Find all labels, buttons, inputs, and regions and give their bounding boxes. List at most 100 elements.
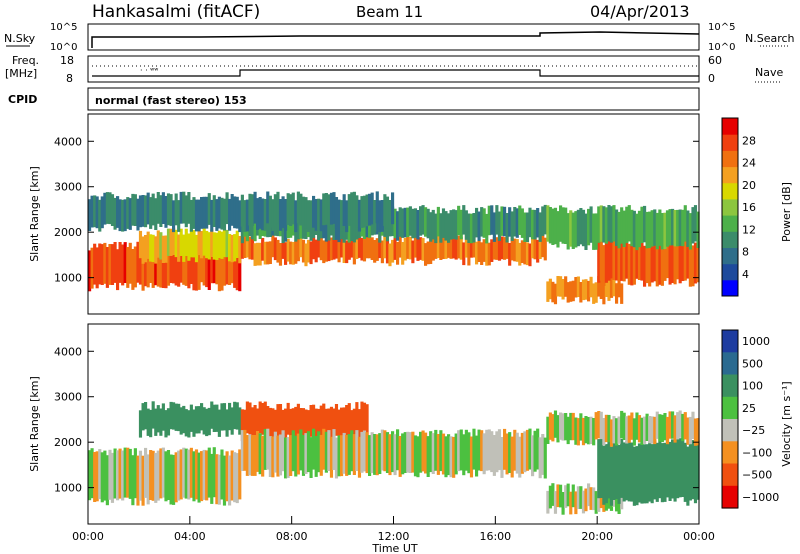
data-cell [187, 410, 191, 438]
data-cell [546, 416, 550, 444]
data-cell [378, 235, 382, 259]
data-cell [235, 196, 239, 229]
data-cell [100, 196, 104, 229]
data-cell [413, 208, 418, 238]
data-cell [144, 402, 148, 430]
data-cell [607, 239, 611, 281]
data-cell [503, 237, 507, 260]
x-tick-label: 16:00 [479, 530, 511, 543]
data-cell [174, 229, 178, 258]
data-cell [622, 442, 626, 502]
data-cell [268, 195, 272, 228]
data-cell [630, 209, 634, 247]
data-cell [553, 207, 558, 245]
data-cell [105, 247, 109, 288]
velocity-colorbar-swatch [722, 374, 738, 398]
data-cell [660, 213, 664, 250]
data-cell [365, 235, 369, 259]
data-cell [306, 239, 311, 263]
data-cell [632, 243, 636, 285]
data-cell [161, 403, 165, 431]
data-cell [434, 429, 438, 471]
data-cell [683, 442, 687, 502]
data-cell [597, 411, 601, 439]
data-cell [635, 412, 639, 440]
data-cell [645, 413, 649, 441]
data-cell [88, 199, 92, 231]
data-cell [482, 208, 486, 238]
data-cell [334, 235, 339, 259]
data-cell [345, 200, 349, 233]
data-cell [508, 432, 512, 473]
y-tick-label: 3000 [54, 181, 82, 194]
data-cell [149, 450, 153, 500]
data-cell [189, 199, 193, 232]
data-cell [691, 207, 695, 244]
data-cell [536, 208, 540, 238]
data-cell [258, 197, 262, 229]
data-cell [319, 405, 323, 438]
data-cell [510, 211, 514, 241]
data-cell [202, 407, 206, 435]
data-cell [393, 208, 397, 239]
data-cell [551, 483, 555, 506]
data-cell [332, 236, 336, 260]
data-cell [609, 277, 614, 298]
data-cell [548, 412, 552, 440]
data-cell [184, 228, 188, 256]
power-colorbar-tick: 20 [742, 179, 756, 192]
velocity-colorbar-label: Velocity [m s⁻¹] [780, 381, 793, 466]
data-cell [174, 193, 178, 226]
data-cell [564, 413, 568, 441]
data-cell [225, 243, 229, 285]
data-cell [263, 429, 267, 470]
data-cell [108, 244, 112, 285]
data-cell [215, 404, 219, 432]
power-colorbar-tick: 28 [742, 134, 756, 147]
data-cell [317, 431, 321, 473]
data-cell [286, 437, 290, 478]
data-cell [673, 243, 677, 285]
data-cell [609, 446, 614, 506]
data-cell [248, 236, 252, 260]
velocity-y-label: Slant Range [km] [28, 376, 41, 472]
data-cell [327, 430, 331, 471]
data-cell [457, 235, 461, 259]
data-cell [609, 419, 614, 447]
data-cell [691, 440, 695, 500]
data-cell [401, 208, 405, 238]
data-cell [487, 205, 491, 236]
data-cell [604, 414, 608, 443]
data-cell [149, 197, 153, 229]
data-cell [436, 434, 440, 475]
data-cell [261, 403, 265, 435]
data-cell [146, 408, 150, 436]
data-cell [579, 208, 583, 245]
data-cell [256, 408, 260, 441]
data-cell [184, 448, 188, 499]
data-cell [620, 207, 624, 244]
data-cell [164, 410, 168, 438]
velocity-colorbar-tick: 25 [742, 402, 756, 415]
data-cell [696, 440, 700, 500]
data-cell [671, 411, 675, 439]
data-cell [525, 242, 530, 266]
data-cell [172, 227, 176, 255]
data-cell [217, 250, 221, 292]
data-cell [314, 408, 318, 441]
data-cell [273, 237, 277, 261]
data-cell [253, 211, 257, 242]
velocity-colorbar-frame [721, 329, 739, 509]
data-cell [164, 235, 168, 263]
data-cell [485, 429, 489, 471]
data-cell [477, 211, 481, 241]
data-cell [612, 239, 616, 280]
data-cell [612, 440, 616, 500]
data-cell [347, 237, 351, 260]
data-cell [383, 430, 387, 472]
data-cell [276, 239, 280, 263]
data-cell [681, 209, 685, 247]
nsky-tick-top: 10^5 [50, 22, 77, 33]
data-cell [637, 239, 642, 280]
data-cell [617, 211, 621, 249]
